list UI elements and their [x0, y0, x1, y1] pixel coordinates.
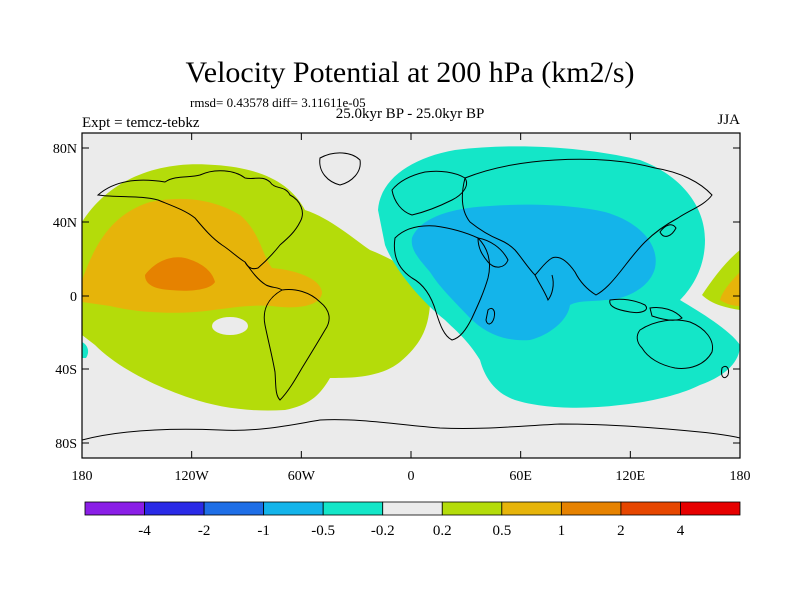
- lat-tick-label: 80S: [55, 437, 77, 452]
- map-title: Velocity Potential at 200 hPa (km2/s): [185, 56, 634, 89]
- negative-edge-lobe-west: [82, 342, 89, 358]
- lat-tick-label: 40N: [53, 216, 77, 231]
- colorbar-label: -1: [257, 523, 270, 539]
- colorbar-label: -2: [198, 523, 211, 539]
- lon-tick-label: 180: [730, 469, 751, 484]
- colorbar-label: 4: [677, 523, 685, 539]
- colorbar-label: -4: [138, 523, 151, 539]
- colorbar: -4 -2 -1 -0.5 -0.2 0.2 0.5 1 2 4: [84, 501, 741, 539]
- colorbar-swatch: [560, 501, 622, 516]
- lon-tick-label: 180: [72, 469, 93, 484]
- positive-contour-0p5: [82, 198, 322, 313]
- lat-tick-label: 40S: [55, 363, 77, 378]
- positive-contour-1: [145, 257, 215, 291]
- lon-tick-label: 120E: [616, 469, 646, 484]
- lat-axis: 80N 40N 0 40S 80S: [53, 142, 740, 452]
- colorbar-swatch: [322, 501, 384, 516]
- map-panel: [82, 133, 740, 458]
- colorbar-swatch: [382, 501, 443, 516]
- period-label: 25.0kyr BP - 25.0kyr BP: [336, 106, 485, 122]
- lon-tick-label: 120W: [175, 469, 210, 484]
- season-label: JJA: [717, 112, 740, 128]
- colorbar-label: -0.5: [311, 523, 335, 539]
- lon-axis: 180 120W 60W 0 60E 120E 180: [72, 133, 751, 484]
- neutral-hole: [212, 317, 248, 335]
- stats-label: rmsd= 0.43578 diff= 3.11611e-05: [190, 95, 366, 110]
- colorbar-swatch: [620, 501, 681, 516]
- lon-tick-label: 0: [408, 469, 415, 484]
- colorbar-swatch: [203, 501, 265, 516]
- lon-tick-label: 60E: [509, 469, 532, 484]
- lon-tick-label: 60W: [288, 469, 316, 484]
- colorbar-swatch: [144, 501, 205, 516]
- colorbar-label: 0.5: [492, 523, 511, 539]
- colorbar-swatch: [441, 501, 503, 516]
- coastlines: [82, 152, 740, 441]
- positive-edge-lobe-east-inner: [720, 272, 740, 306]
- colorbar-swatch: [84, 501, 145, 516]
- colorbar-swatch: [501, 501, 562, 516]
- colorbar-label: -0.2: [371, 523, 395, 539]
- colorbar-swatch: [680, 501, 741, 516]
- colorbar-label: 1: [558, 523, 566, 539]
- lat-tick-label: 80N: [53, 142, 77, 157]
- lat-tick-label: 0: [70, 290, 77, 305]
- negative-contour-0p5: [411, 204, 656, 341]
- expt-label: Expt = temcz-tebkz: [82, 115, 200, 131]
- colorbar-label: 0.2: [433, 523, 452, 539]
- colorbar-label: 2: [617, 523, 625, 539]
- colorbar-swatch: [263, 501, 324, 516]
